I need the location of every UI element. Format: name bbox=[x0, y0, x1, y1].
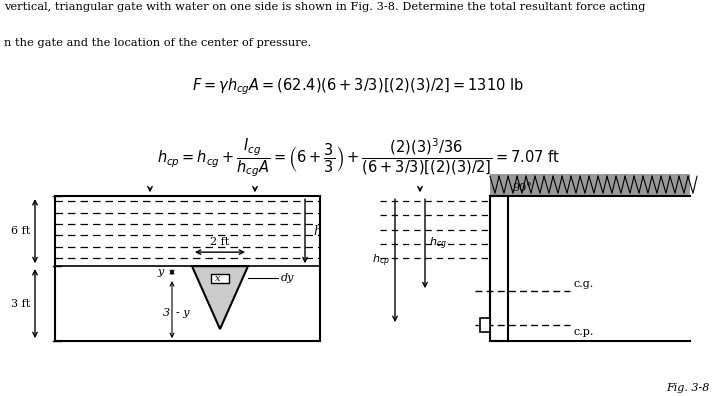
Text: 6 ft: 6 ft bbox=[11, 226, 31, 236]
Text: $h_{cp} = h_{cg} + \dfrac{I_{cg}}{h_{cg}A} = \left(6+\dfrac{3}{3}\right) + \dfra: $h_{cp} = h_{cg} + \dfrac{I_{cg}}{h_{cg}… bbox=[157, 136, 560, 179]
Bar bbox=[490, 196, 508, 341]
Text: c.g.: c.g. bbox=[574, 279, 594, 289]
Text: c.p.: c.p. bbox=[574, 327, 594, 337]
Text: n the gate and the location of the center of pressure.: n the gate and the location of the cente… bbox=[4, 38, 311, 48]
Text: h: h bbox=[313, 225, 321, 238]
Text: x: x bbox=[215, 274, 221, 283]
Text: - y: - y bbox=[176, 308, 189, 318]
Text: 2 ft: 2 ft bbox=[210, 237, 229, 247]
Text: 90°: 90° bbox=[512, 183, 532, 193]
Text: 3 ft: 3 ft bbox=[11, 299, 31, 308]
Text: $h_{cg}$: $h_{cg}$ bbox=[429, 236, 447, 252]
Text: Fig. 3-8: Fig. 3-8 bbox=[667, 383, 710, 393]
Polygon shape bbox=[192, 266, 248, 329]
Text: $h_{cp}$: $h_{cp}$ bbox=[372, 252, 390, 269]
Text: 3: 3 bbox=[163, 308, 170, 318]
Text: dy: dy bbox=[281, 273, 295, 283]
Bar bbox=[480, 318, 490, 332]
Bar bbox=[211, 274, 229, 283]
Text: vertical, triangular gate with water on one side is shown in Fig. 3-8. Determine: vertical, triangular gate with water on … bbox=[4, 2, 645, 12]
Text: $F = \gamma h_{cg}A = (62.4)(6+3/3)[(2)(3)/2] = 1310\ \mathrm{lb}$: $F = \gamma h_{cg}A = (62.4)(6+3/3)[(2)(… bbox=[192, 77, 525, 97]
Text: y: y bbox=[158, 267, 164, 277]
Bar bbox=[490, 174, 690, 196]
